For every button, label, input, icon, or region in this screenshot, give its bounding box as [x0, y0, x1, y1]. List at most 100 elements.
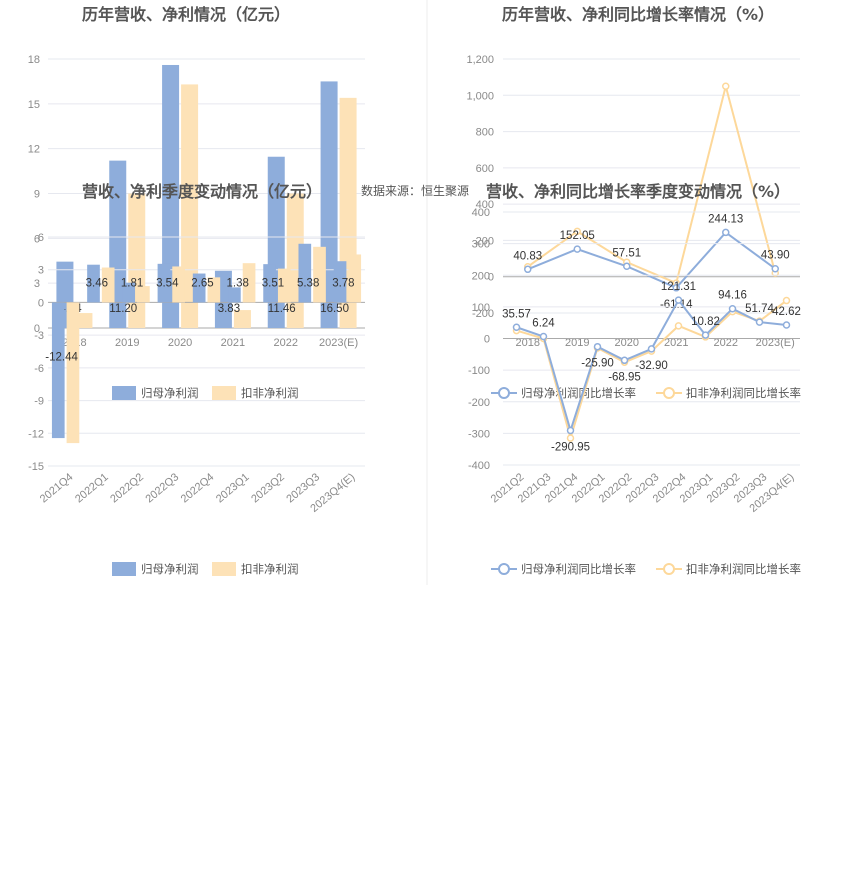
y-tick-label: 9	[34, 189, 40, 201]
series-line	[527, 85, 777, 285]
bar	[51, 302, 65, 439]
y-tick-label: 1,000	[466, 90, 494, 102]
data-point	[728, 304, 737, 313]
data-point	[674, 322, 683, 330]
bar	[172, 266, 185, 303]
y-tick-label: 3	[38, 265, 44, 277]
x-tick-label: 2022Q4	[179, 471, 217, 505]
bar	[263, 264, 276, 303]
x-tick-label: 2018	[516, 337, 540, 349]
y-tick-label: 0	[34, 323, 40, 335]
data-point	[701, 331, 710, 339]
y-tick-label: -400	[468, 460, 490, 472]
x-tick-label: 2020	[168, 337, 192, 349]
bar	[192, 273, 206, 303]
chart-title: 历年营收、净利同比增长率情况（%）	[502, 5, 774, 24]
legend-swatch	[212, 386, 236, 400]
x-tick-label: 2021	[664, 337, 688, 349]
bar	[181, 84, 199, 329]
data-label: 5.38	[297, 277, 319, 289]
data-point	[672, 284, 680, 292]
bar	[233, 310, 251, 328]
data-label: 51.74	[745, 303, 774, 315]
y-tick-label: 400	[476, 199, 494, 211]
data-label: -290.95	[551, 442, 590, 454]
legend-label: 归母净利润	[141, 386, 199, 400]
data-point	[573, 227, 581, 236]
data-point	[647, 345, 656, 353]
y-tick-label: 0	[488, 272, 494, 284]
series-line	[527, 231, 776, 290]
legend-label: 扣非净利润	[241, 386, 299, 400]
legend-swatch	[663, 563, 675, 575]
bar	[101, 267, 115, 303]
y-tick-label: 6	[38, 232, 44, 244]
y-tick-label: 0	[484, 334, 490, 346]
bar	[87, 264, 100, 303]
data-label: 6.24	[532, 318, 555, 330]
y-tick-label: 400	[472, 207, 490, 219]
y-tick-label: -15	[28, 461, 44, 473]
chart-title: 营收、净利同比增长率季度变动情况（%）	[486, 182, 790, 201]
data-point	[674, 296, 683, 304]
y-tick-label: 18	[28, 54, 40, 66]
bar	[348, 254, 362, 303]
x-tick-label: 2021Q4	[38, 471, 76, 505]
data-point	[782, 296, 791, 305]
bar	[277, 268, 291, 303]
bar	[75, 313, 93, 328]
bar	[298, 243, 312, 303]
x-tick-label: 2021	[221, 337, 245, 349]
y-tick-label: 100	[472, 302, 490, 314]
x-tick-label: 2022	[274, 337, 298, 349]
data-point	[566, 426, 575, 435]
x-tick-label: 2022Q1	[73, 471, 111, 505]
bar	[313, 246, 326, 303]
data-label: 10.82	[691, 316, 720, 328]
data-label: 1.81	[121, 277, 143, 289]
data-point	[539, 332, 548, 341]
y-tick-label: 12	[28, 144, 40, 156]
source-note: 数据来源：恒生聚源	[361, 183, 469, 198]
y-tick-label: -300	[468, 428, 490, 440]
legend-swatch	[112, 386, 136, 400]
data-label: 42.62	[772, 306, 801, 318]
y-tick-label: 600	[476, 163, 494, 175]
y-tick-label: 6	[34, 233, 40, 245]
bar	[228, 287, 241, 303]
bar	[66, 302, 80, 444]
bar	[122, 282, 136, 303]
legend-swatch	[498, 563, 510, 575]
data-label: 2.65	[191, 277, 213, 289]
y-tick-label: 1,200	[466, 54, 494, 66]
data-point	[722, 228, 730, 237]
data-label: 11.46	[268, 303, 296, 315]
bar	[137, 286, 150, 303]
legend-swatch	[498, 387, 510, 399]
data-label: 94.16	[718, 290, 747, 302]
legend-label: 归母净利润同比增长率	[521, 562, 636, 576]
data-label: 57.51	[612, 247, 641, 259]
data-label: 3.51	[262, 277, 284, 289]
data-point	[722, 82, 730, 90]
x-tick-label: 2020	[615, 337, 639, 349]
data-label: 121.31	[661, 281, 696, 293]
chart-title: 营收、净利季度变动情况（亿元）	[82, 182, 322, 201]
legend-swatch	[212, 562, 236, 576]
bar	[333, 261, 347, 303]
x-tick-label: 2022Q2	[108, 471, 146, 505]
legend-label: 扣非净利润	[241, 562, 299, 576]
data-label: -12.44	[45, 351, 78, 363]
y-tick-label: -200	[472, 308, 494, 320]
data-label: 3.54	[156, 277, 179, 289]
data-label: 152.05	[560, 230, 595, 242]
bar	[242, 263, 256, 303]
data-label: 3.46	[86, 277, 108, 289]
data-point	[771, 264, 779, 273]
legend-swatch	[663, 387, 675, 399]
y-tick-label: -100	[468, 365, 490, 377]
x-tick-label: 2023(E)	[319, 337, 358, 349]
bar	[162, 64, 180, 328]
y-tick-label: -200	[468, 397, 490, 409]
data-label: -68.95	[608, 371, 641, 383]
